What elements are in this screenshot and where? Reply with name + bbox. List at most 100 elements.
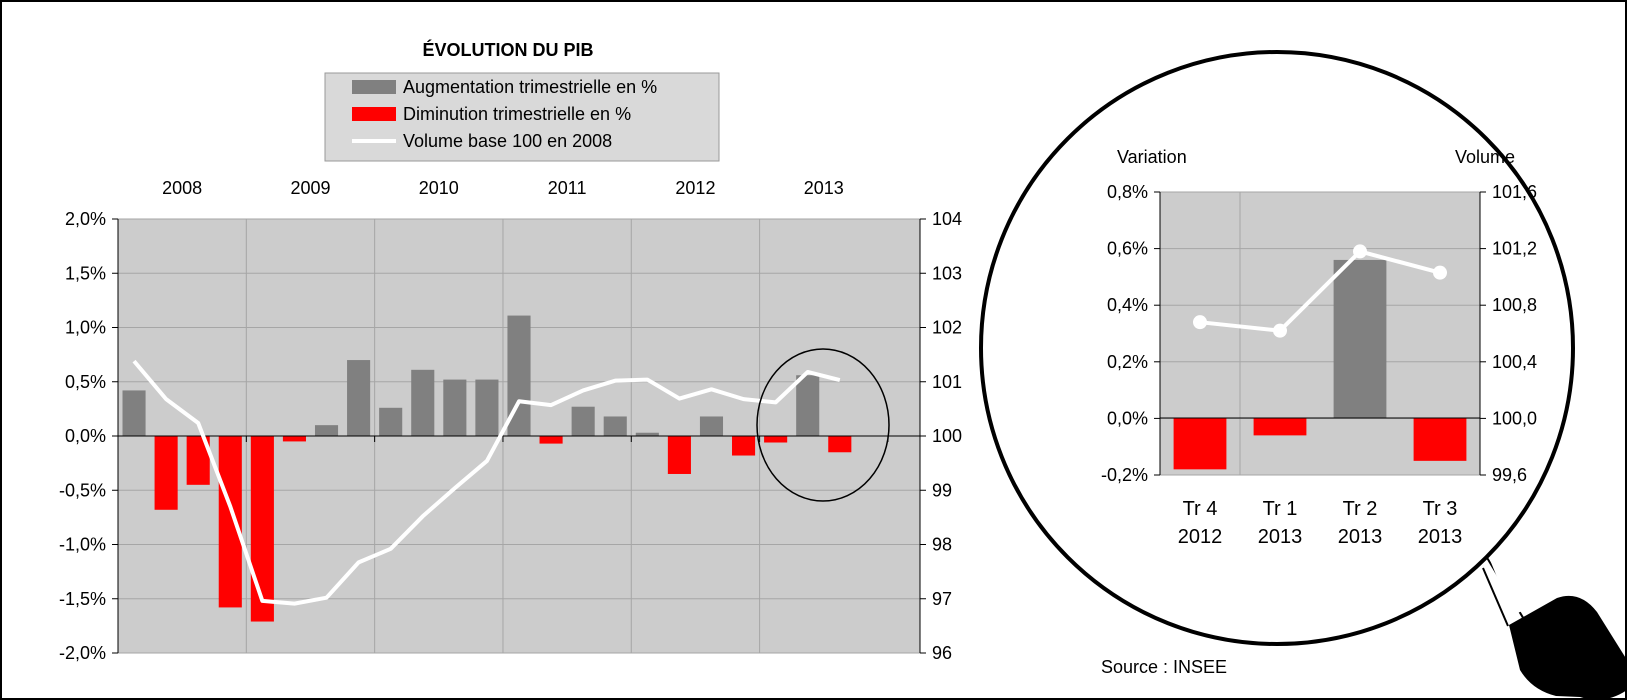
main-left-tick-label: 2,0%	[65, 209, 106, 229]
zoom-category-label-quarter: Tr 3	[1423, 498, 1458, 520]
zoom-gridlines	[1160, 191, 1480, 476]
zoom-volume-point	[1193, 315, 1207, 330]
main-bar-decrease	[732, 436, 756, 456]
zoom-right-tick-labels: 99,6 100,0 100,4 100,8 101,2 101,6	[1480, 182, 1537, 485]
magnifier-handle	[1482, 550, 1627, 700]
zoom-volume-point	[1433, 265, 1447, 280]
chart-title: ÉVOLUTION DU PIB	[422, 39, 593, 60]
zoom-left-axis-label: Variation	[1117, 147, 1187, 167]
legend-label-decrease: Diminution trimestrielle en %	[403, 104, 631, 124]
zoom-right-axis-label: Volume	[1455, 147, 1515, 167]
main-left-tick-labels: -2,0% -1,5% -1,0% -0,5% 0,0% 0,5% 1,0% 1,5% 2,0%	[59, 209, 118, 663]
main-bar-increase	[122, 390, 146, 436]
main-bar-decrease	[539, 436, 563, 444]
main-year-label: 2012	[675, 178, 715, 198]
main-right-tick-label: 101	[932, 372, 962, 392]
legend-swatch-decrease	[352, 107, 396, 121]
zoom-volume-line	[1199, 249, 1441, 333]
zoom-volume-point	[1353, 244, 1367, 259]
zoom-bar-decrease	[1173, 418, 1227, 470]
main-bar-decrease	[667, 436, 691, 474]
main-right-tick-labels: 96 97 98 99 100 101 102 103 104	[920, 209, 962, 663]
main-right-tick-label: 99	[932, 480, 952, 500]
zoom-category-label-year: 2013	[1258, 526, 1303, 548]
legend: Augmentation trimestrielle en % Diminuti…	[324, 72, 720, 162]
main-right-tick-label: 98	[932, 535, 952, 555]
main-left-tick-label: 1,5%	[65, 263, 106, 283]
zoom-category-label-year: 2013	[1338, 526, 1383, 548]
zoom-left-tick-label: 0,6%	[1107, 239, 1148, 259]
zoom-right-tick-label: 100,4	[1492, 352, 1537, 372]
main-bar-increase	[507, 315, 531, 436]
main-bar-increase	[347, 360, 371, 436]
zoom-left-tick-label: 0,0%	[1107, 408, 1148, 428]
main-bar-increase	[635, 432, 659, 436]
main-bar-decrease	[218, 436, 242, 608]
main-right-tick-label: 96	[932, 643, 952, 663]
main-bar-increase	[475, 379, 499, 436]
main-bar-decrease	[154, 436, 178, 510]
zoom-bars	[1173, 259, 1467, 470]
zoom-right-tick-label: 100,8	[1492, 295, 1537, 315]
main-bar-increase	[699, 416, 724, 436]
zoom-left-tick-labels: -0,2% 0,0% 0,2% 0,4% 0,6% 0,8%	[1101, 182, 1160, 485]
main-year-label: 2010	[419, 178, 459, 198]
main-bar-increase	[571, 406, 595, 436]
main-chart: -2,0% -1,5% -1,0% -0,5% 0,0% 0,5% 1,0% 1,5% 2,0%…	[59, 178, 962, 663]
main-bar-increase	[314, 425, 339, 436]
zoom-bar-decrease	[1253, 418, 1307, 436]
zoom-left-tick-label: -0,2%	[1101, 465, 1148, 485]
zoom-category-label-year: 2012	[1178, 526, 1223, 548]
zoom-category-label-quarter: Tr 4	[1183, 498, 1218, 520]
main-year-label: 2011	[548, 178, 587, 198]
zoom-category-labels: Tr 4 2012 Tr 1 2013 Tr 2 2013 Tr 3 2013	[1178, 498, 1463, 548]
main-year-label: 2009	[290, 178, 330, 198]
zoom-right-tick-label: 101,2	[1492, 239, 1537, 259]
zoom-chart: Variation Volume -0,2% 0,0% 0,2% 0,4% 0,6% 0,…	[1101, 147, 1537, 548]
main-bar-increase	[379, 407, 403, 436]
zoom-category-label-quarter: Tr 2	[1343, 498, 1378, 520]
zoom-bar-decrease	[1413, 418, 1467, 461]
main-bar-increase	[411, 369, 435, 436]
main-bar-increase	[796, 375, 820, 436]
legend-label-volume: Volume base 100 en 2008	[403, 131, 612, 151]
main-bar-decrease	[764, 436, 788, 443]
main-bar-decrease	[828, 436, 852, 453]
main-right-tick-label: 104	[932, 209, 962, 229]
main-volume-line	[132, 359, 841, 606]
zoom-category-label-quarter: Tr 1	[1263, 498, 1298, 520]
main-left-tick-label: 0,0%	[65, 426, 106, 446]
main-year-labels: 2008 2009 2010 2011 2012 2013	[162, 178, 844, 198]
main-bar-decrease	[282, 436, 306, 442]
magnifier-handle-grip	[1509, 595, 1627, 700]
main-right-tick-label: 102	[932, 318, 962, 338]
main-right-tick-label: 97	[932, 589, 952, 609]
zoom-right-tick-label: 100,0	[1492, 408, 1537, 428]
source-note: Source : INSEE	[1101, 657, 1227, 677]
main-right-tick-label: 103	[932, 263, 962, 283]
zoom-left-tick-label: 0,4%	[1107, 295, 1148, 315]
main-bar-decrease	[186, 436, 210, 485]
main-left-tick-label: -0,5%	[59, 480, 106, 500]
main-year-label: 2008	[162, 178, 202, 198]
main-left-tick-label: -1,0%	[59, 535, 106, 555]
zoom-left-tick-label: 0,2%	[1107, 352, 1148, 372]
zoom-category-label-year: 2013	[1418, 526, 1463, 548]
zoom-left-tick-label: 0,8%	[1107, 182, 1148, 202]
legend-swatch-increase	[352, 80, 396, 94]
main-bar-increase	[443, 379, 467, 436]
main-left-tick-label: 1,0%	[65, 318, 106, 338]
main-left-tick-label: -1,5%	[59, 589, 106, 609]
zoom-right-tick-label: 99,6	[1492, 465, 1527, 485]
zoom-right-tick-label: 101,6	[1492, 182, 1537, 202]
zoom-volume-points	[1193, 244, 1447, 338]
main-year-label: 2013	[804, 178, 844, 198]
main-bar-increase	[603, 416, 627, 436]
zoom-bar-increase	[1333, 259, 1387, 419]
main-bars	[122, 315, 852, 622]
zoom-volume-point	[1273, 323, 1287, 338]
main-bar-decrease	[250, 436, 274, 622]
legend-label-increase: Augmentation trimestrielle en %	[403, 77, 657, 97]
